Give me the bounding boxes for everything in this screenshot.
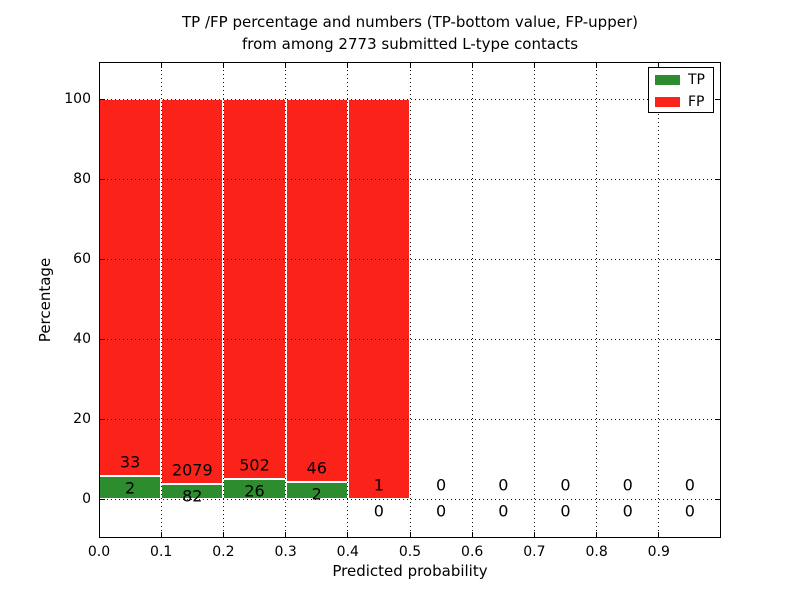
x-axis-label: Predicted probability [332, 562, 488, 580]
chart-title-line1: TP /FP percentage and numbers (TP-bottom… [182, 13, 638, 31]
grid-line-v [533, 62, 535, 538]
fp-count-label: 0 [498, 475, 509, 495]
fp-count-label: 33 [119, 452, 141, 472]
tp-count-label: 0 [498, 501, 509, 521]
tick-mark [658, 63, 660, 68]
x-tick-label: 0.0 [87, 544, 111, 560]
legend: TP FP [648, 67, 714, 113]
tp-count-label: 2 [125, 478, 136, 498]
tick-mark [100, 178, 105, 180]
tp-count-label: 2 [311, 484, 322, 504]
legend-swatch-tp [655, 75, 680, 85]
tp-count-label: 26 [244, 481, 265, 501]
x-tick-label: 0.6 [461, 544, 484, 560]
tick-mark [596, 63, 598, 68]
tick-mark [715, 178, 720, 180]
y-tick-label: 20 [73, 411, 91, 427]
y-axis-label: Percentage [36, 257, 54, 343]
y-tick-label: 80 [73, 171, 91, 187]
tick-mark [533, 63, 535, 68]
fp-count-label: 0 [622, 475, 633, 495]
x-tick-label: 0.9 [647, 544, 670, 560]
fp-count-label: 0 [684, 475, 695, 495]
x-tick-label: 0.8 [585, 544, 608, 560]
tick-mark [409, 532, 411, 537]
fp-count-label: 1 [373, 475, 384, 495]
tick-mark [715, 98, 720, 100]
tick-mark [285, 532, 287, 537]
fp-count-label: 0 [436, 475, 447, 495]
tick-mark [658, 532, 660, 537]
tick-mark [471, 63, 473, 68]
tick-mark [715, 338, 720, 340]
tp-count-label: 0 [373, 501, 384, 521]
tick-mark [533, 532, 535, 537]
tick-mark [347, 63, 349, 68]
bar-fp-segment [285, 99, 348, 483]
fp-count-label: 0 [560, 475, 571, 495]
fp-count-label: 46 [306, 458, 327, 478]
tp-count-label: 0 [436, 501, 447, 521]
grid-line-v [222, 62, 224, 538]
bar-tp-segment [161, 483, 224, 499]
legend-label-fp: FP [688, 94, 705, 110]
tick-mark [222, 532, 224, 537]
grid-line-v [658, 62, 660, 538]
chart-title: TP /FP percentage and numbers (TP-bottom… [99, 11, 721, 55]
grid-line-v [347, 62, 349, 538]
y-tick-label: 100 [64, 91, 91, 107]
x-tick-label: 0.5 [398, 544, 422, 560]
grid-line-v [160, 62, 162, 538]
tick-mark [160, 63, 162, 68]
legend-label-tp: TP [688, 72, 705, 88]
tp-count-label: 82 [182, 486, 203, 506]
x-tick-label: 0.3 [274, 544, 297, 560]
bar-fp-segment [347, 99, 410, 499]
tick-mark [471, 532, 473, 537]
x-tick-label: 0.2 [212, 544, 235, 560]
tick-mark [715, 418, 720, 420]
tick-mark [160, 532, 162, 537]
tick-mark [347, 532, 349, 537]
x-tick-label: 0.1 [150, 544, 173, 560]
grid-line-v [596, 62, 598, 538]
y-tick-label: 40 [73, 331, 91, 347]
tick-mark [596, 532, 598, 537]
tp-count-label: 0 [560, 501, 571, 521]
tick-mark [100, 498, 105, 500]
tp-count-label: 0 [622, 501, 633, 521]
bar-fp-segment [223, 99, 286, 480]
tick-mark [409, 63, 411, 68]
tick-mark [222, 63, 224, 68]
fp-count-label: 2079 [171, 460, 213, 480]
x-tick-label: 0.4 [336, 544, 359, 560]
bar-tp-segment [223, 479, 286, 499]
bar-tp-segment [285, 482, 348, 499]
legend-swatch-fp [655, 97, 680, 107]
bar-fp-segment [99, 99, 162, 477]
tick-mark [715, 258, 720, 260]
fp-count-label: 502 [239, 455, 270, 475]
tick-mark [100, 258, 105, 260]
tick-mark [100, 98, 105, 100]
legend-item-fp: FP [649, 93, 713, 111]
tick-mark [100, 418, 105, 420]
tick-mark [285, 63, 287, 68]
grid-line-v [471, 62, 473, 538]
grid-line-v [285, 62, 287, 538]
tp-count-label: 0 [684, 501, 695, 521]
y-tick-label: 0 [82, 491, 91, 507]
y-tick-label: 60 [73, 251, 91, 267]
x-tick-label: 0.7 [523, 544, 546, 560]
grid-line-v [409, 62, 411, 538]
chart-title-line2: from among 2773 submitted L-type contact… [241, 35, 579, 53]
tick-mark [100, 338, 105, 340]
tick-mark [715, 498, 720, 500]
legend-item-tp: TP [649, 71, 713, 89]
